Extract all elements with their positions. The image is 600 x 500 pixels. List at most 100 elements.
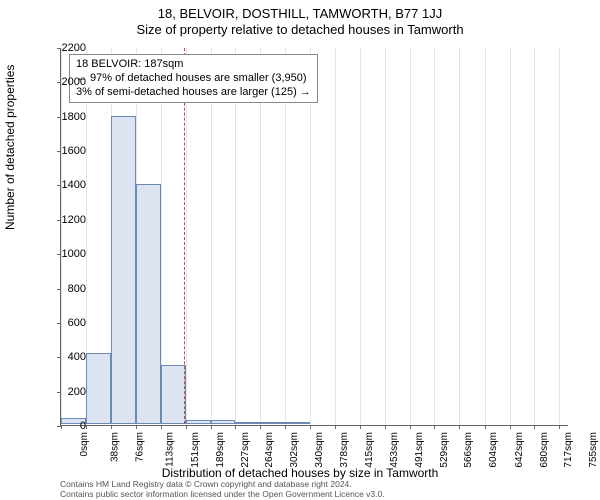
ytick-mark — [57, 220, 61, 221]
histogram-bar — [260, 422, 285, 424]
annotation-line3: 3% of semi-detached houses are larger (1… — [76, 86, 311, 100]
xtick-label: 264sqm — [264, 432, 275, 468]
gridline — [211, 48, 212, 425]
y-axis-label: Number of detached properties — [3, 65, 17, 230]
gridline — [61, 48, 62, 425]
gridline — [335, 48, 336, 425]
gridline — [260, 48, 261, 425]
ytick-mark — [57, 117, 61, 118]
xtick-mark — [385, 425, 386, 429]
xtick-label: 604sqm — [489, 432, 500, 468]
ytick-mark — [57, 185, 61, 186]
gridline — [459, 48, 460, 425]
histogram-bar — [211, 420, 235, 424]
xtick-mark — [186, 425, 187, 429]
xtick-mark — [510, 425, 511, 429]
xtick-mark — [485, 425, 486, 429]
xtick-label: 378sqm — [339, 432, 350, 468]
xtick-label: 227sqm — [240, 432, 251, 468]
footnote-line2: Contains public sector information licen… — [60, 490, 590, 500]
ytick-mark — [57, 392, 61, 393]
xtick-label: 76sqm — [135, 432, 146, 462]
gridline — [559, 48, 560, 425]
xtick-label: 717sqm — [563, 432, 574, 468]
gridline — [485, 48, 486, 425]
ytick-label: 1800 — [62, 111, 86, 123]
xtick-mark — [260, 425, 261, 429]
ytick-mark — [57, 48, 61, 49]
gridline — [510, 48, 511, 425]
histogram-bar — [86, 353, 111, 424]
annotation-box: 18 BELVOIR: 187sqm ← 97% of detached hou… — [69, 54, 318, 103]
gridline — [310, 48, 311, 425]
xtick-label: 642sqm — [514, 432, 525, 468]
ytick-label: 1600 — [62, 145, 86, 157]
x-axis-label: Distribution of detached houses by size … — [0, 466, 600, 480]
xtick-label: 680sqm — [539, 432, 550, 468]
gridline — [410, 48, 411, 425]
xtick-mark — [559, 425, 560, 429]
reference-line — [184, 48, 185, 424]
xtick-mark — [235, 425, 236, 429]
title-address: 18, BELVOIR, DOSTHILL, TAMWORTH, B77 1JJ — [0, 6, 600, 22]
xtick-mark — [211, 425, 212, 429]
ytick-label: 400 — [68, 351, 86, 363]
chart-title-block: 18, BELVOIR, DOSTHILL, TAMWORTH, B77 1JJ… — [0, 0, 600, 39]
title-subtitle: Size of property relative to detached ho… — [0, 22, 600, 38]
gridline — [235, 48, 236, 425]
xtick-mark — [86, 425, 87, 429]
xtick-label: 755sqm — [588, 432, 599, 468]
gridline — [285, 48, 286, 425]
xtick-label: 529sqm — [439, 432, 450, 468]
xtick-label: 566sqm — [463, 432, 474, 468]
histogram-bar — [111, 116, 135, 424]
xtick-label: 189sqm — [215, 432, 226, 468]
xtick-mark — [360, 425, 361, 429]
xtick-mark — [310, 425, 311, 429]
xtick-mark — [434, 425, 435, 429]
histogram-bar — [186, 420, 211, 424]
xtick-label: 453sqm — [389, 432, 400, 468]
xtick-mark — [285, 425, 286, 429]
xtick-mark — [459, 425, 460, 429]
ytick-label: 1200 — [62, 214, 86, 226]
ytick-mark — [57, 289, 61, 290]
gridline — [434, 48, 435, 425]
ytick-label: 600 — [68, 317, 86, 329]
histogram-bar — [285, 422, 310, 424]
xtick-label: 340sqm — [314, 432, 325, 468]
gridline — [534, 48, 535, 425]
xtick-mark — [410, 425, 411, 429]
ytick-mark — [57, 82, 61, 83]
chart-area: 18 BELVOIR: 187sqm ← 97% of detached hou… — [60, 48, 568, 426]
gridline — [385, 48, 386, 425]
ytick-label: 2000 — [62, 76, 86, 88]
xtick-label: 113sqm — [164, 432, 175, 467]
ytick-label: 800 — [68, 283, 86, 295]
annotation-line2: ← 97% of detached houses are smaller (3,… — [76, 72, 311, 86]
ytick-mark — [57, 323, 61, 324]
xtick-label: 38sqm — [110, 432, 121, 462]
footnote: Contains HM Land Registry data © Crown c… — [60, 480, 590, 500]
histogram-bar — [161, 365, 186, 424]
xtick-mark — [61, 425, 62, 429]
xtick-label: 491sqm — [414, 432, 425, 468]
xtick-label: 0sqm — [79, 432, 90, 456]
gridline — [186, 48, 187, 425]
xtick-mark — [136, 425, 137, 429]
histogram-bar — [235, 422, 260, 424]
ytick-label: 200 — [68, 386, 86, 398]
annotation-line1: 18 BELVOIR: 187sqm — [76, 58, 311, 72]
ytick-label: 1000 — [62, 248, 86, 260]
ytick-label: 1400 — [62, 179, 86, 191]
ytick-label: 0 — [80, 420, 86, 432]
xtick-label: 302sqm — [289, 432, 300, 468]
histogram-bar — [136, 184, 161, 424]
ytick-mark — [57, 151, 61, 152]
ytick-label: 2200 — [62, 42, 86, 54]
xtick-mark — [161, 425, 162, 429]
xtick-label: 415sqm — [364, 432, 375, 468]
xtick-mark — [335, 425, 336, 429]
xtick-mark — [111, 425, 112, 429]
xtick-label: 151sqm — [190, 432, 201, 468]
